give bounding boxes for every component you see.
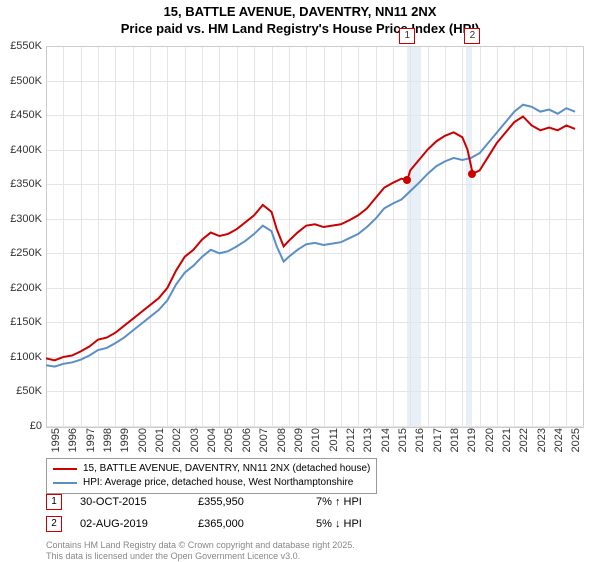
legend-label-2: HPI: Average price, detached house, West… (83, 476, 353, 490)
legend-row-1: 15, BATTLE AVENUE, DAVENTRY, NN11 2NX (d… (53, 462, 370, 476)
sale-pct-2: 5% ↓ HPI (316, 518, 416, 530)
y-tick-label: £350K (0, 178, 42, 190)
sale-marker-box: 2 (464, 28, 480, 44)
sale-data-rows: 1 30-OCT-2015 £355,950 7% ↑ HPI 2 02-AUG… (46, 494, 582, 538)
footer-line1: Contains HM Land Registry data © Crown c… (46, 540, 355, 551)
sale-row-2: 2 02-AUG-2019 £365,000 5% ↓ HPI (46, 516, 582, 532)
sale-row-1: 1 30-OCT-2015 £355,950 7% ↑ HPI (46, 494, 582, 510)
sale-dot (403, 176, 411, 184)
y-tick-label: £250K (0, 247, 42, 259)
y-tick-label: £200K (0, 282, 42, 294)
chart-container: 15, BATTLE AVENUE, DAVENTRY, NN11 2NX Pr… (0, 0, 600, 560)
y-tick-label: £450K (0, 109, 42, 121)
sale-price-2: £365,000 (198, 518, 298, 530)
y-tick-label: £400K (0, 144, 42, 156)
sale-marker-1: 1 (46, 494, 62, 510)
sale-pct-1: 7% ↑ HPI (316, 496, 416, 508)
chart-title-line2: Price paid vs. HM Land Registry's House … (0, 21, 600, 36)
y-tick-label: £150K (0, 316, 42, 328)
y-tick-label: £300K (0, 213, 42, 225)
legend-box: 15, BATTLE AVENUE, DAVENTRY, NN11 2NX (d… (46, 458, 377, 494)
series-line-price_paid (46, 116, 575, 360)
chart-title-line1: 15, BATTLE AVENUE, DAVENTRY, NN11 2NX (0, 0, 600, 21)
sale-dot (468, 170, 476, 178)
legend: 15, BATTLE AVENUE, DAVENTRY, NN11 2NX (d… (46, 432, 582, 494)
sale-date-2: 02-AUG-2019 (80, 518, 180, 530)
y-tick-label: £500K (0, 75, 42, 87)
footer: Contains HM Land Registry data © Crown c… (46, 540, 355, 562)
y-tick-label: £50K (0, 385, 42, 397)
sale-price-1: £355,950 (198, 496, 298, 508)
y-tick-label: £550K (0, 40, 42, 52)
legend-swatch-1 (53, 468, 77, 470)
legend-label-1: 15, BATTLE AVENUE, DAVENTRY, NN11 2NX (d… (83, 462, 370, 476)
y-tick-label: £100K (0, 351, 42, 363)
sale-marker-box: 1 (399, 28, 415, 44)
sale-date-1: 30-OCT-2015 (80, 496, 180, 508)
legend-row-2: HPI: Average price, detached house, West… (53, 476, 370, 490)
chart-lines (46, 46, 582, 426)
legend-swatch-2 (53, 482, 77, 484)
sale-marker-2: 2 (46, 516, 62, 532)
y-tick-label: £0 (0, 420, 42, 432)
